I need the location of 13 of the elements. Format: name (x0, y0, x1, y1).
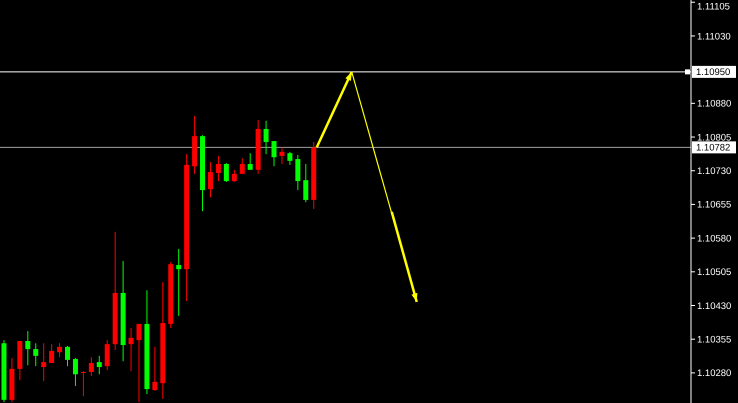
y-tick-label: 1.10580 (697, 233, 732, 244)
ref-line-label: 1.10782 (696, 142, 730, 154)
y-tick-label: 1.11030 (697, 31, 731, 42)
y-tick-label: 1.10730 (697, 166, 732, 178)
y-tick-label: 1.10805 (697, 132, 732, 144)
y-tick-label: 1.10280 (697, 368, 732, 380)
y-tick-label: 1.10430 (697, 300, 732, 312)
y-tick-label: 1.10880 (697, 98, 732, 110)
ref-line-label: 1.10950 (696, 67, 730, 78)
y-tick-label: 1.10355 (697, 334, 732, 346)
y-tick-label: 1.10655 (697, 200, 732, 211)
y-tick-label: 1.11105 (697, 1, 730, 12)
y-tick-label: 1.10505 (697, 267, 732, 278)
